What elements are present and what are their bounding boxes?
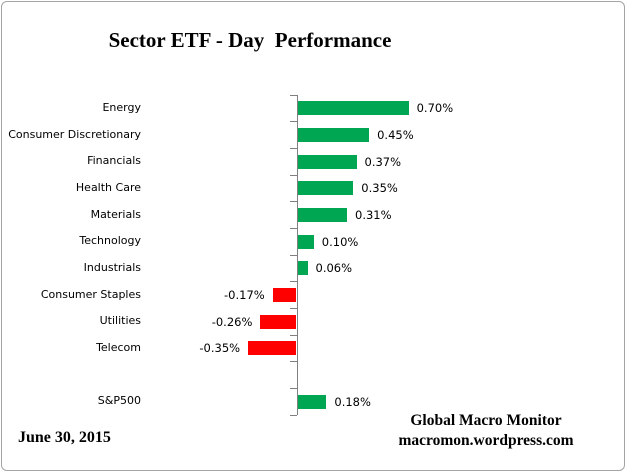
axis-tick	[290, 121, 297, 123]
axis-tick	[290, 387, 297, 389]
category-label: Telecom	[96, 341, 141, 354]
axis-tick	[290, 174, 297, 176]
chart-title: Sector ETF - Day Performance	[108, 28, 392, 52]
value-label: -0.17%	[224, 288, 265, 302]
axis-tick	[290, 414, 297, 416]
value-label: 0.18%	[334, 394, 371, 409]
value-label: 0.70%	[416, 101, 454, 116]
brand-name: Global Macro Monitor	[410, 412, 562, 429]
axis-tick	[290, 307, 297, 309]
category-label: Industrials	[83, 261, 141, 274]
bar	[260, 314, 296, 329]
value-label: 0.06%	[315, 261, 353, 276]
category-label: Consumer Staples	[40, 287, 141, 301]
axis-tick	[290, 201, 297, 203]
value-label: 0.31%	[355, 208, 392, 222]
axis-tick	[290, 334, 297, 336]
axis-tick	[290, 254, 297, 256]
bar	[298, 261, 308, 276]
category-label: Consumer Discretionary	[8, 127, 141, 141]
value-label: 0.10%	[321, 234, 359, 249]
axis-tick	[290, 94, 297, 96]
category-label: S&P500	[97, 394, 141, 408]
category-label: Utilities	[99, 314, 141, 328]
bar	[272, 288, 296, 302]
category-label: Health Care	[75, 181, 141, 194]
y-axis-line	[296, 95, 298, 415]
value-label: -0.35%	[199, 341, 241, 356]
bar	[298, 128, 370, 142]
brand-url: macromon.wordpress.com	[398, 432, 574, 450]
category-label: Financials	[87, 154, 141, 168]
bar	[298, 234, 314, 249]
bar	[298, 101, 409, 116]
bar	[248, 341, 296, 356]
value-label: 0.35%	[361, 181, 398, 196]
bar	[298, 181, 354, 196]
category-label: Energy	[102, 101, 141, 114]
bar	[298, 394, 327, 409]
axis-tick	[290, 147, 297, 149]
value-label: -0.26%	[211, 314, 253, 329]
axis-tick	[290, 361, 297, 363]
category-label: Materials	[90, 207, 141, 221]
value-label: 0.45%	[377, 128, 414, 142]
value-label: 0.37%	[364, 154, 402, 169]
axis-tick	[290, 227, 297, 229]
brand-block: Global Macro Monitor macromon.wordpress.…	[362, 411, 610, 452]
axis-tick	[290, 281, 297, 283]
date-label: June 30, 2015	[18, 429, 111, 446]
category-label: Technology	[79, 234, 141, 248]
bar	[298, 208, 347, 222]
bar	[298, 154, 357, 169]
